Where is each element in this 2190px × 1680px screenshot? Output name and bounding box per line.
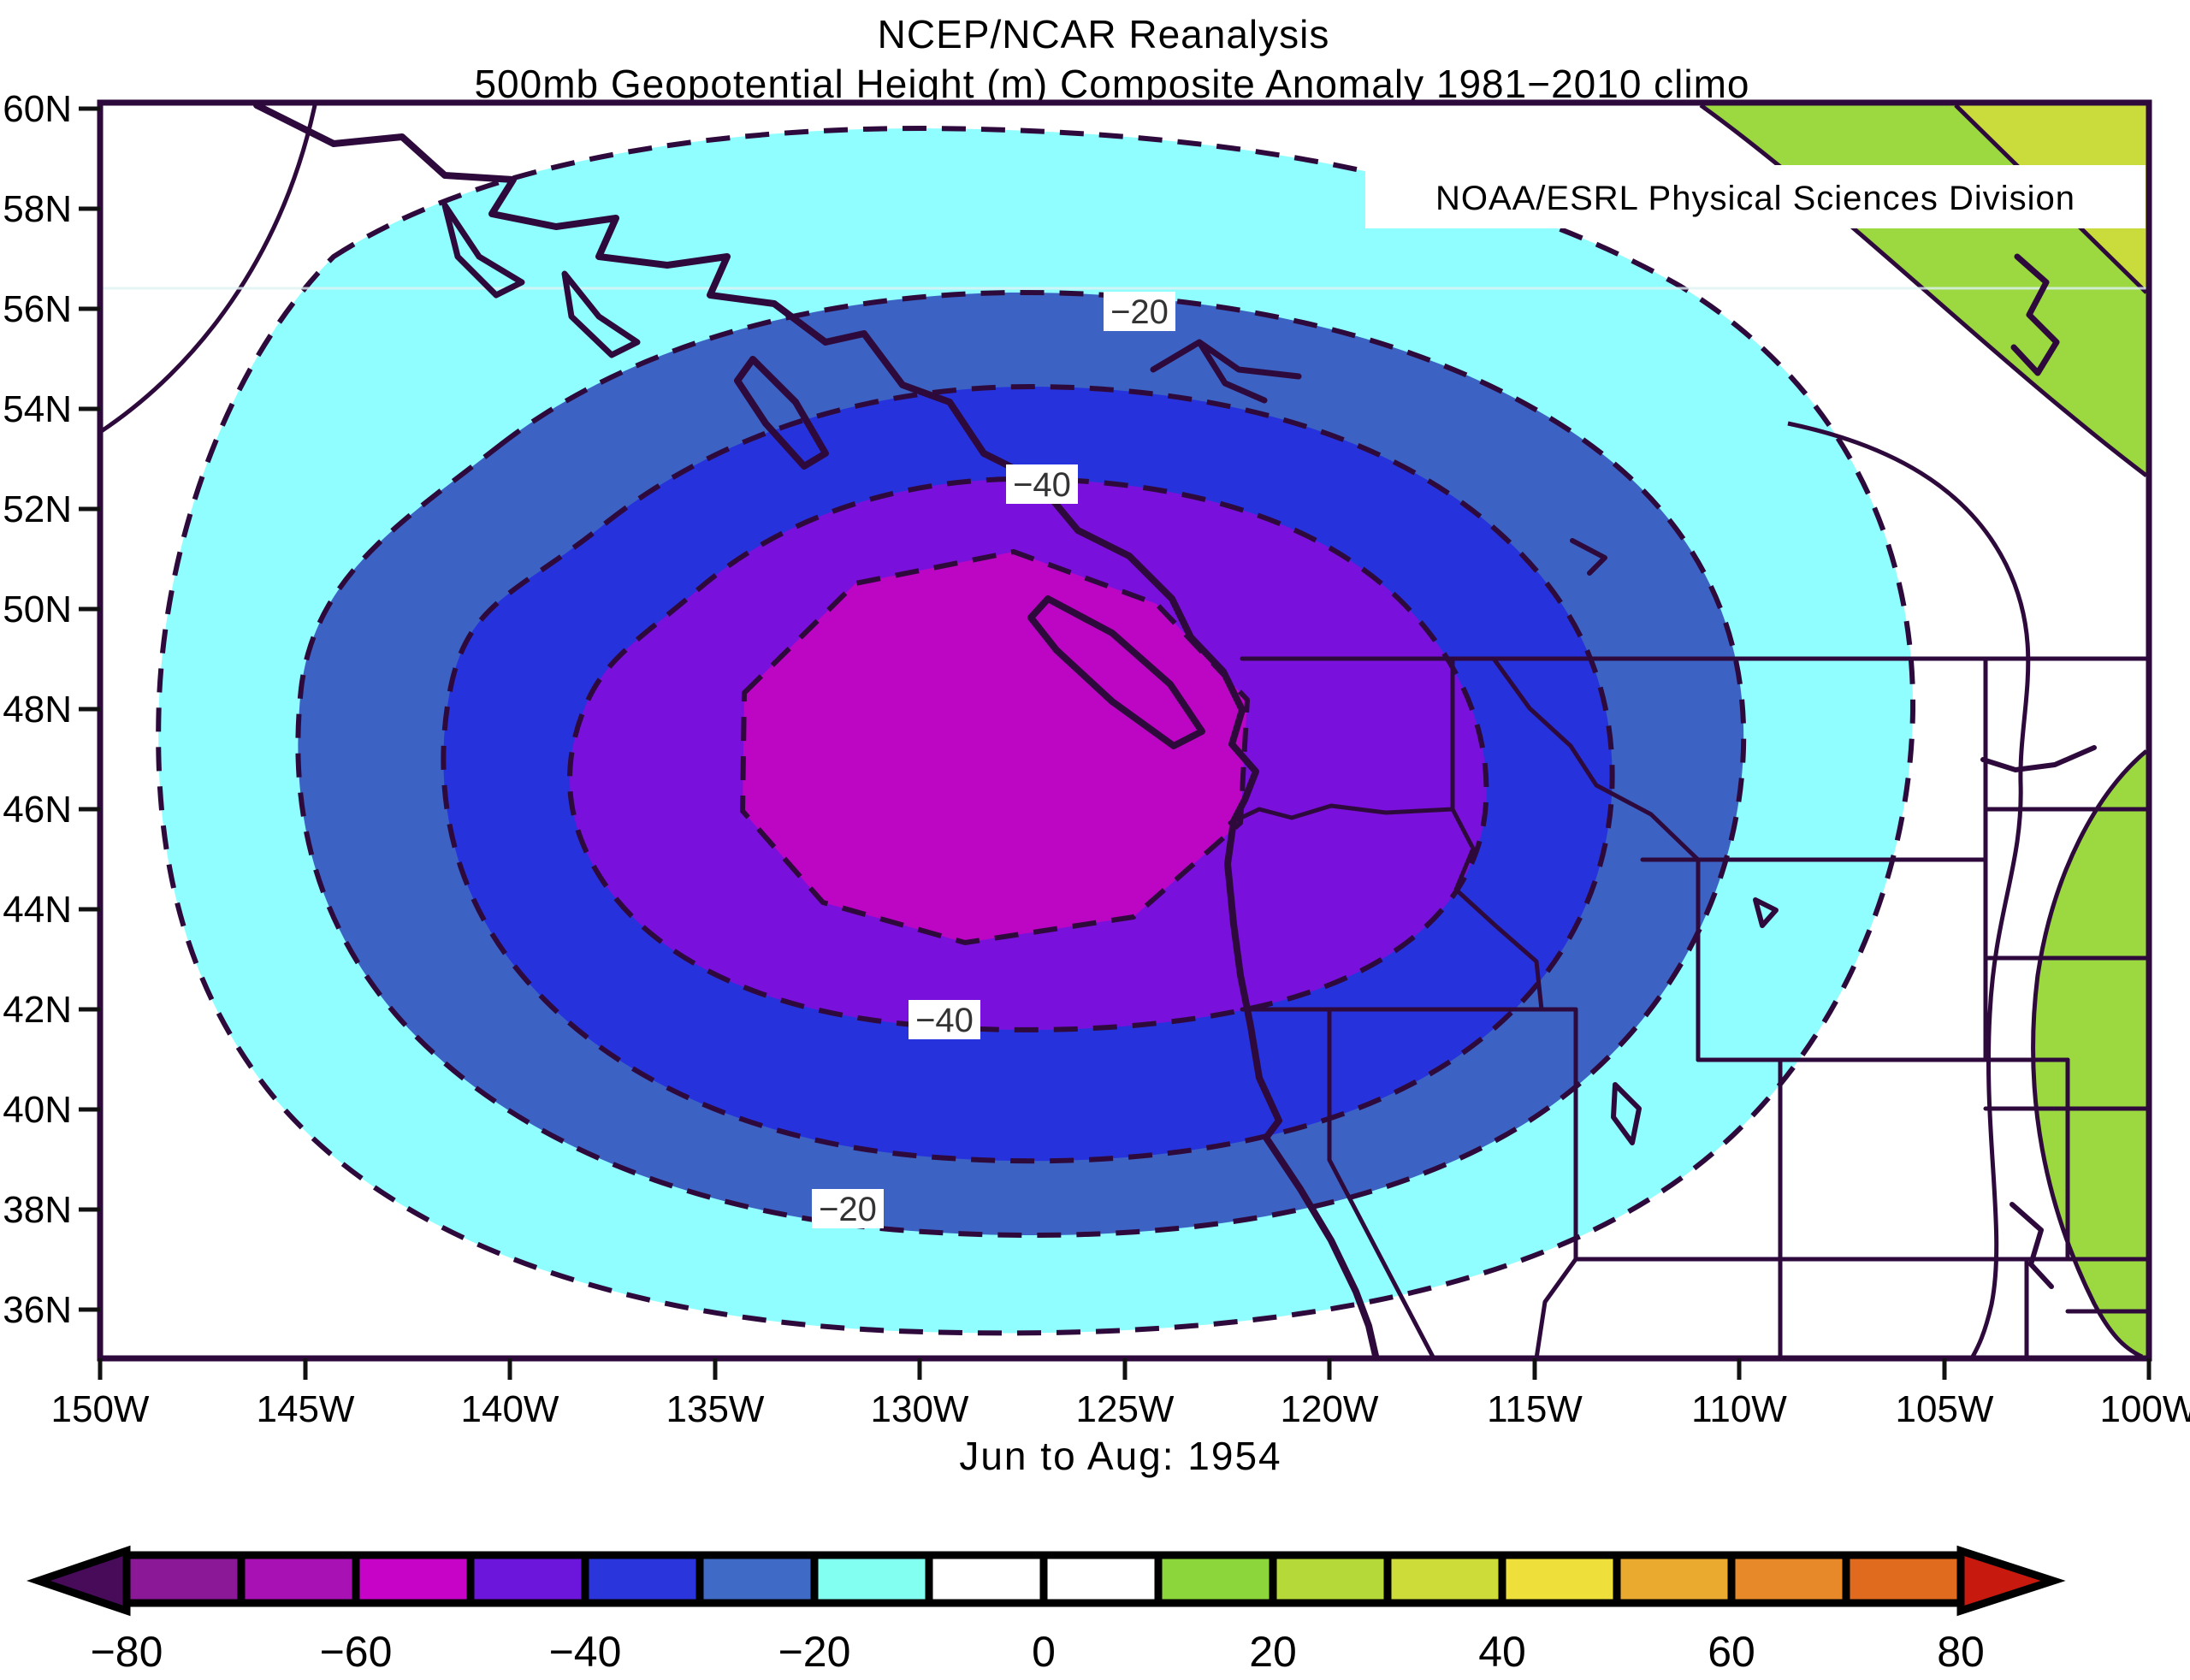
border-nv-ut-az [1534,1007,1578,1358]
contour-label-group: −20 −40 −40 −20 [812,292,1175,1228]
colorbar-cell [810,1551,933,1607]
lon-tick-label: 130W [871,1388,969,1430]
lat-tick-label: 42N [3,989,72,1031]
plot-title: NCEP/NCAR Reanalysis [878,12,1330,56]
colorbar-right-arrow [1956,1545,2066,1617]
lon-tick-label: 125W [1076,1388,1175,1430]
colorbar-cell [1383,1551,1506,1607]
watermark-text: NOAA/ESRL Physical Sciences Division [1435,180,2075,217]
colorbar-tick-label: −60 [320,1628,393,1676]
positive-band-east [2033,751,2146,1357]
plot-subtitle: 500mb Geopotential Height (m) Composite … [474,62,1749,106]
lon-tick-label: 105W [1896,1388,1994,1430]
lon-tick-label: 140W [461,1388,559,1430]
lat-axis-labels: 60N 58N 56N 54N 52N 50N 48N 46N 44N 42N … [3,88,72,1331]
contour-label-box [1006,464,1078,504]
contour-label-box [909,1000,980,1039]
colorbar-cell [237,1551,360,1607]
lat-tick-label: 46N [3,789,72,831]
colorbar-cell [352,1551,475,1607]
island-vancouver [1027,595,1205,749]
contour-label: −20 [1110,293,1169,331]
colorbar: −80 −60 −40 −20 0 20 40 60 80 [27,1545,2066,1676]
lat-tick-label: 54N [3,388,72,430]
colorbar-cells [27,1545,2066,1617]
contour-label-box [812,1189,884,1228]
lat-tick-label: 60N [3,88,72,130]
contour-zero-rightside [1787,421,2031,1358]
colorbar-tick-label: −20 [778,1628,851,1676]
colorbar-cell [1613,1551,1736,1607]
river-skeena [1150,339,1302,404]
negative-anomaly-rings [156,126,1916,1336]
river-missouri [1980,745,2097,772]
anomaly-core--60-to--50 [740,549,1250,945]
border-idaho-west [1450,656,1544,1012]
colorbar-cell [1154,1551,1277,1607]
lat-tick-label: 38N [3,1189,72,1231]
lon-tick-label: 120W [1281,1388,1379,1430]
composite-period-caption: Jun to Aug: 1954 [959,1434,1281,1478]
colorbar-tick-label: −80 [91,1628,163,1676]
contour-plus10-topright [1699,103,2148,477]
colorbar-tick-label: 80 [1937,1628,1985,1676]
colorbar-cell [1039,1551,1163,1607]
lat-tick-label: 36N [3,1289,72,1331]
colorbar-tick-label: −40 [549,1628,622,1676]
lat-tick-label: 52N [3,488,72,530]
lon-tick-label: 145W [257,1388,355,1430]
colorbar-cell [581,1551,704,1607]
axis-ticks [79,106,2152,1380]
lake-yellowstone [1753,897,1779,928]
contour-zero-topleft [100,104,317,435]
colorbar-tick-labels: −80 −60 −40 −20 0 20 40 60 80 [91,1628,1985,1676]
lat-tick-label: 56N [3,288,72,330]
contour-plus10-east [2031,749,2148,1358]
contour-label-box [1104,292,1175,331]
river-northeast-corner [2010,253,2060,376]
lat-tick-label: 44N [3,889,72,931]
border-wa-or [1228,803,1455,825]
lake-great-salt [1611,1082,1642,1145]
border-ca-nv [1327,1007,1436,1358]
lat-tick-label: 48N [3,689,72,731]
coastline-pacific [253,103,1379,1358]
contour-label: −40 [1013,466,1071,504]
lon-tick-label: 100W [2100,1388,2190,1430]
lon-tick-label: 115W [1487,1388,1583,1430]
colorbar-cell [925,1551,1048,1607]
contour-label: −20 [819,1191,877,1228]
contour-label: −40 [915,1002,974,1039]
colorbar-cell [1842,1551,1965,1607]
colorbar-cell [1498,1551,1621,1607]
island-panhandle-1 [441,202,525,299]
lon-tick-label: 135W [666,1388,765,1430]
colorbar-tick-label: 20 [1249,1628,1297,1676]
colorbar-cell [466,1551,589,1607]
border-mt-id [1491,656,1701,862]
lake-bc [1570,538,1607,576]
colorbar-tick-label: 40 [1478,1628,1526,1676]
map-plot-area: −20 −40 −40 −20 NOAA/ESRL Physical Scien… [100,103,2149,1358]
island-panhandle-2 [561,270,641,358]
geography-layer [253,103,2149,1358]
colorbar-tick-label: 0 [1032,1628,1056,1676]
watermark-box [1365,165,2146,228]
lat-tick-label: 58N [3,188,72,230]
island-haida-gwaii [734,356,829,470]
colorbar-cell [695,1551,819,1607]
colorbar-tick-label: 60 [1708,1628,1755,1676]
colorbar-cell [1269,1551,1392,1607]
colorbar-cell [122,1551,246,1607]
colorbar-cell [1727,1551,1850,1607]
river-southeast [2009,1202,2054,1289]
lon-axis-labels: 150W 145W 140W 135W 130W 125W 120W 115W … [51,1388,2190,1430]
lon-tick-label: 150W [51,1388,150,1430]
lon-tick-label: 110W [1691,1388,1787,1430]
lat-tick-label: 40N [3,1089,72,1131]
lat-tick-label: 50N [3,589,72,630]
